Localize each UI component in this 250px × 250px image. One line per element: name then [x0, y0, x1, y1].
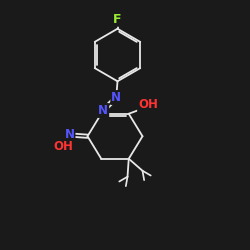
Text: OH: OH	[54, 140, 74, 153]
Text: OH: OH	[138, 98, 158, 112]
Text: N: N	[64, 128, 74, 141]
Text: F: F	[113, 13, 122, 26]
Text: N: N	[98, 104, 108, 117]
Text: N: N	[111, 91, 121, 104]
